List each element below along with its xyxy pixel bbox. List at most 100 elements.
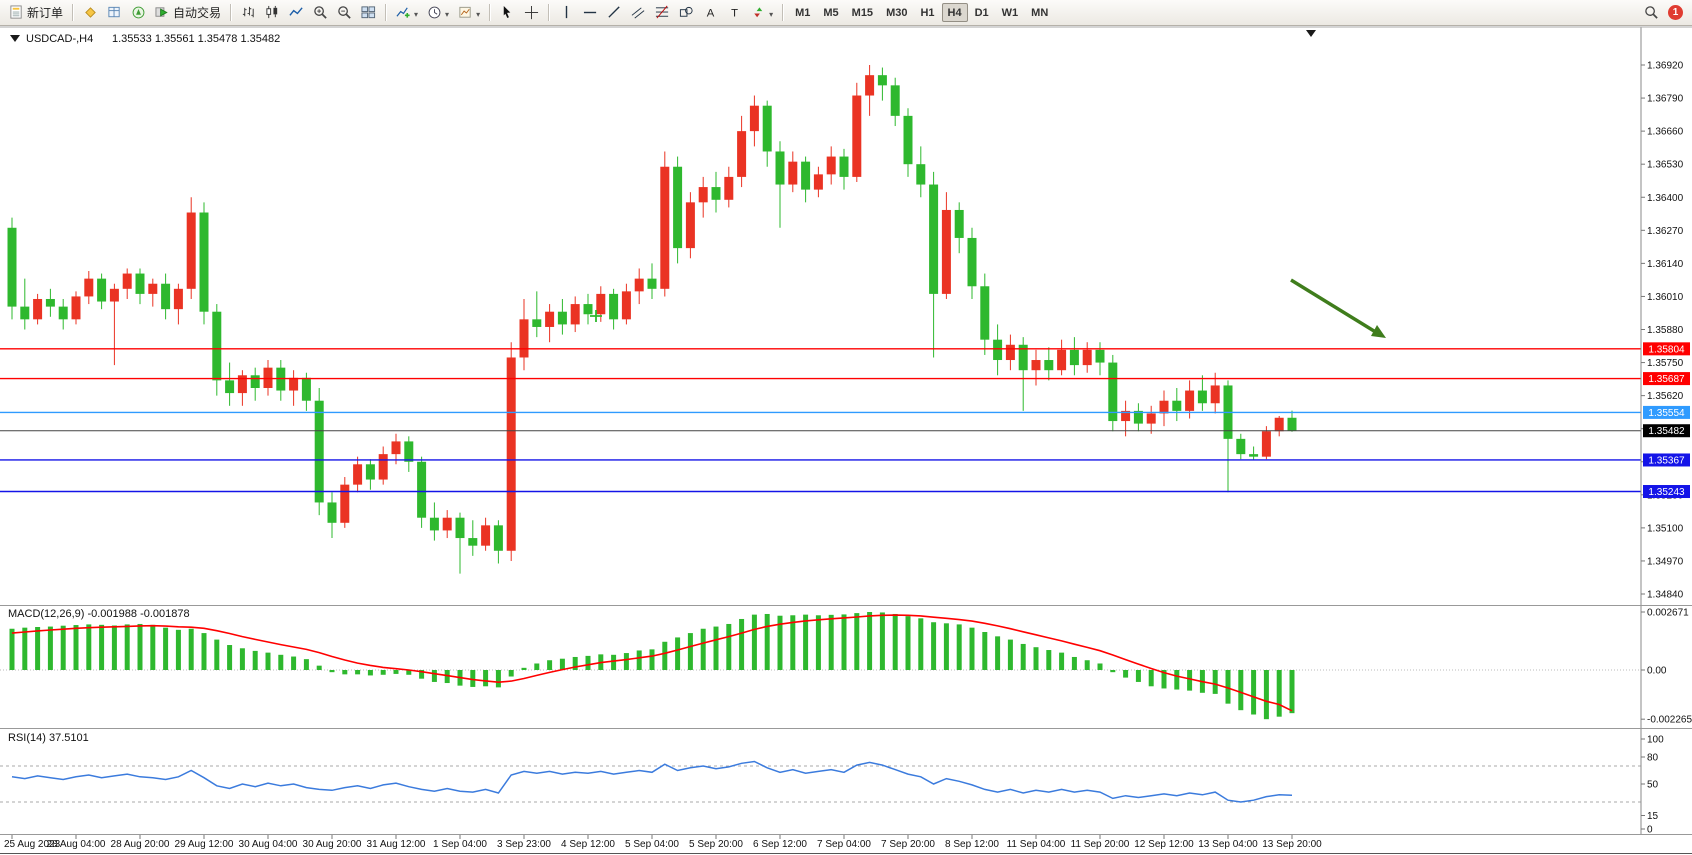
timeframe-m30-button[interactable]: M30 (880, 3, 913, 22)
zoom-in-icon (313, 5, 328, 20)
macd-histogram-bar (585, 655, 591, 670)
macd-histogram-bar (163, 627, 169, 670)
chart-menu-arrow-icon[interactable] (1306, 30, 1316, 37)
candle-body (84, 278, 94, 297)
candle-body (749, 105, 759, 132)
cursor-icon (500, 5, 515, 20)
macd-histogram-bar (956, 624, 962, 670)
price-axis-label: 1.34970 (1647, 556, 1684, 567)
market-watch-button[interactable] (103, 2, 126, 23)
macd-histogram-bar (943, 623, 949, 670)
macd-histogram-bar (1135, 670, 1141, 682)
rsi-axis-label: 50 (1647, 780, 1659, 791)
price-axis-label: 1.34840 (1647, 590, 1684, 601)
shapes-button[interactable] (675, 2, 698, 23)
candle-body (250, 375, 260, 388)
text-button[interactable]: A (699, 2, 722, 23)
timeframe-m1-button[interactable]: M1 (789, 3, 816, 22)
macd-histogram-bar (1123, 670, 1129, 678)
candle-body (365, 464, 375, 480)
macd-histogram-bar (521, 667, 527, 670)
candle-chart-button[interactable] (261, 2, 284, 23)
new-order-button[interactable]: 新订单 (5, 2, 67, 23)
notification-badge: 1 (1668, 5, 1683, 20)
autotrade-button[interactable]: 自动交易 (151, 2, 225, 23)
templates-button[interactable] (454, 2, 484, 23)
macd-histogram-bar (713, 626, 719, 670)
candle-body (1057, 349, 1067, 371)
rsi-axis-label: 0 (1647, 825, 1653, 836)
macd-histogram-bar (22, 627, 28, 670)
timeframe-h1-button[interactable]: H1 (914, 3, 940, 22)
dropdown-caret-icon (769, 6, 773, 20)
macd-histogram-bar (355, 670, 361, 675)
price-tag-label: 1.35554 (1648, 408, 1685, 419)
metaeditor-icon (83, 5, 98, 20)
macd-histogram-bar (828, 614, 834, 670)
text-label-button[interactable]: T (723, 2, 746, 23)
macd-histogram-bar (623, 653, 629, 670)
zoom-in-button[interactable] (309, 2, 332, 23)
candle-body (826, 156, 836, 175)
arrows-button[interactable] (747, 2, 777, 23)
candle-body (1069, 349, 1079, 366)
notification-button[interactable]: 1 (1664, 2, 1687, 23)
fibonacci-button[interactable] (651, 2, 674, 23)
price-axis-label: 1.36270 (1647, 226, 1684, 237)
macd-histogram-bar (393, 670, 399, 674)
chart-symbol-dropdown-icon[interactable] (10, 35, 20, 42)
bar-chart-button[interactable] (237, 2, 260, 23)
crosshair-button[interactable] (520, 2, 543, 23)
arrow-drawing[interactable] (1290, 278, 1375, 333)
channel-button[interactable] (627, 2, 650, 23)
periods-button[interactable] (423, 2, 453, 23)
zoom-out-button[interactable] (333, 2, 356, 23)
price-tag-label: 1.35804 (1648, 344, 1685, 355)
macd-histogram-bar (739, 618, 745, 670)
candle-body (557, 311, 567, 325)
price-tag-label: 1.35243 (1648, 487, 1685, 498)
timeframe-d1-button[interactable]: D1 (969, 3, 995, 22)
candle-body (1287, 417, 1297, 431)
candle-body (1159, 400, 1169, 414)
search-button[interactable] (1640, 2, 1663, 23)
candle-body (135, 273, 145, 294)
metaeditor-button[interactable] (79, 2, 102, 23)
time-axis-label: 3 Sep 23:00 (497, 839, 551, 850)
navigator-button[interactable] (127, 2, 150, 23)
candle-body (1044, 360, 1054, 371)
line-chart-button[interactable] (285, 2, 308, 23)
autotrade-label: 自动交易 (173, 6, 222, 20)
indicators-button[interactable] (392, 2, 422, 23)
candle-body (609, 293, 619, 320)
macd-histogram-bar (1033, 647, 1039, 670)
timeframe-m5-button[interactable]: M5 (817, 3, 844, 22)
candle-body (967, 237, 977, 287)
candle-body (852, 95, 862, 177)
timeframe-mn-button[interactable]: MN (1025, 3, 1054, 22)
macd-histogram-bar (777, 615, 783, 670)
candle-body (429, 517, 439, 531)
candle-body (468, 538, 478, 546)
macd-histogram-bar (111, 625, 117, 670)
timeframe-w1-button[interactable]: W1 (996, 3, 1025, 22)
search-icon (1644, 5, 1659, 20)
candle-body (839, 156, 849, 177)
autotrade-icon (155, 5, 170, 20)
horizontal-line-button[interactable] (579, 2, 602, 23)
candle-body (916, 164, 926, 185)
macd-histogram-bar (495, 670, 501, 688)
timeframe-h4-button[interactable]: H4 (941, 3, 968, 22)
macd-histogram-bar (1046, 650, 1052, 670)
tile-windows-button[interactable] (357, 2, 380, 23)
candle-body (532, 319, 542, 327)
tile-windows-icon (361, 5, 376, 20)
macd-histogram-bar (201, 633, 207, 670)
vertical-line-button[interactable] (555, 2, 578, 23)
macd-histogram-bar (1187, 670, 1193, 691)
macd-histogram-bar (649, 649, 655, 670)
cursor-button[interactable] (496, 2, 519, 23)
timeframe-m15-button[interactable]: M15 (846, 3, 879, 22)
trendline-button[interactable] (603, 2, 626, 23)
